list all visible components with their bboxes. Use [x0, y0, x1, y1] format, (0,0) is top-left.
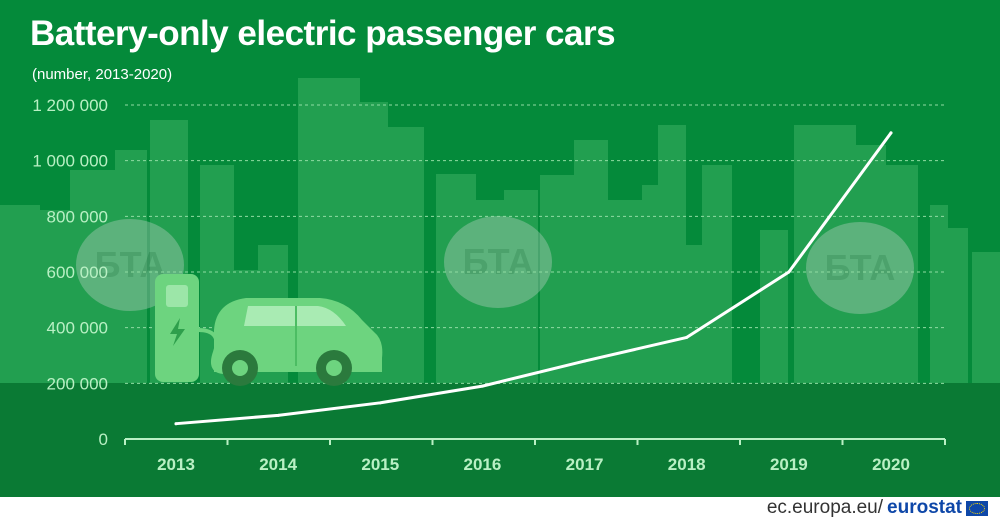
- series-layer: [174, 131, 893, 426]
- chart-title: Battery-only electric passenger cars: [30, 14, 616, 53]
- watermark-logo: БТА: [806, 222, 914, 314]
- x-tick-label: 2019: [770, 455, 808, 474]
- watermark-text: БТА: [95, 244, 166, 285]
- y-tick-label: 400 000: [47, 319, 108, 338]
- data-point: [787, 270, 791, 274]
- data-point: [174, 422, 178, 426]
- x-tick-label: 2020: [872, 455, 910, 474]
- footer-site[interactable]: ec.europa.eu/: [766, 497, 884, 518]
- data-point: [583, 359, 587, 363]
- y-axis-ticks: 0 200 000 400 000 600 000 800 000 1 000 000 1 …: [32, 96, 108, 449]
- watermark-logo: БТА: [444, 216, 552, 308]
- y-tick-label: 200 000: [47, 374, 108, 393]
- x-tick-label: 2018: [668, 455, 706, 474]
- x-axis-ticks: 2013 2014 2015 2016 2017 2018 2019 2020: [157, 455, 910, 474]
- lightning-icon: [170, 318, 185, 346]
- watermark-globe: [806, 222, 914, 314]
- watermark-text: БТА: [825, 247, 896, 288]
- series-line: [174, 131, 893, 426]
- chart-subtitle: (number, 2013-2020): [32, 66, 173, 83]
- car-illustration: [155, 274, 383, 386]
- watermark: БТА БТА БТА: [76, 216, 914, 314]
- footer: ec.europa.eu/eurostat: [767, 497, 988, 519]
- data-point: [480, 384, 484, 388]
- y-tick-label: 1 200 000: [32, 96, 108, 115]
- data-point: [276, 413, 280, 417]
- y-tick-label: 800 000: [47, 207, 108, 226]
- footer-brand: eurostat: [887, 497, 962, 518]
- data-point: [378, 401, 382, 405]
- y-tick-label: 1 000 000: [32, 152, 108, 171]
- x-tick-label: 2014: [259, 455, 297, 474]
- data-point: [889, 131, 893, 135]
- gridlines: [125, 104, 945, 384]
- x-tick-label: 2016: [464, 455, 502, 474]
- x-tick-label: 2015: [361, 455, 399, 474]
- car-hub-front: [326, 360, 342, 376]
- car-hub-rear: [232, 360, 248, 376]
- y-tick-label: 600 000: [47, 263, 108, 282]
- y-tick-label: 0: [99, 430, 108, 449]
- data-point: [685, 335, 689, 339]
- footer-band: [0, 497, 1000, 525]
- x-tick-label: 2017: [566, 455, 604, 474]
- charger-screen: [166, 285, 188, 307]
- eu-flag-icon: [966, 500, 988, 516]
- watermark-globe: [444, 216, 552, 308]
- x-tick-label: 2013: [157, 455, 195, 474]
- x-axis: [124, 438, 946, 445]
- watermark-text: БТА: [463, 241, 534, 282]
